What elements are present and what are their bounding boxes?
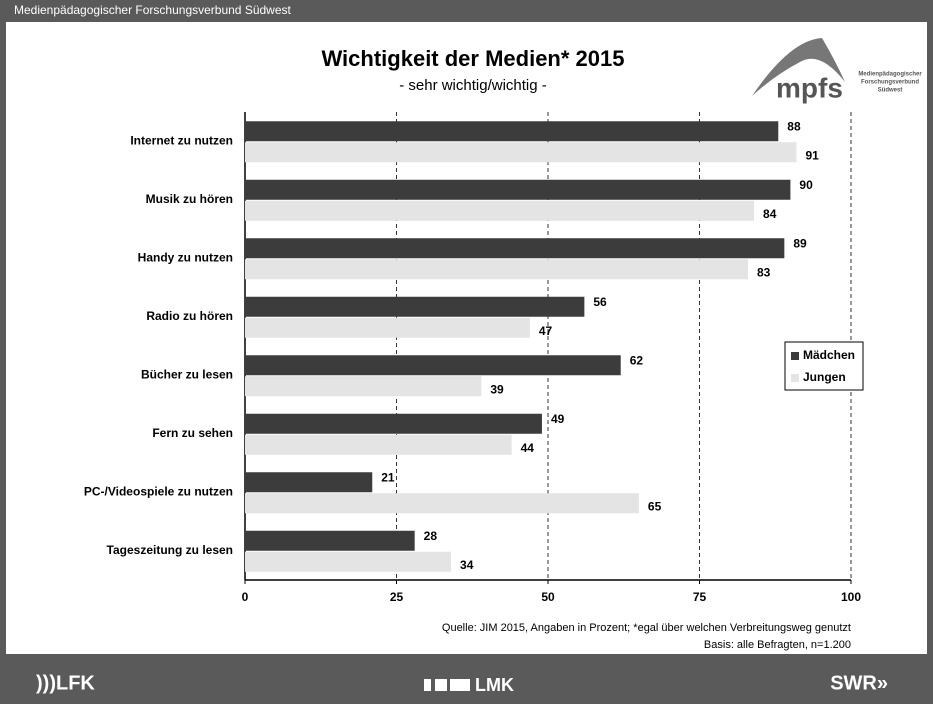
y-tick-label: PC-/Videospiele zu nutzen [84,484,233,498]
y-tick-label: Radio zu hören [146,309,233,323]
bar [245,551,452,572]
bar [245,238,785,259]
data-label: 83 [757,265,771,279]
y-tick-label: Fern zu sehen [152,426,233,440]
y-tick-label: Internet zu nutzen [130,133,233,147]
bar [245,530,415,551]
x-tick-label: 50 [541,590,555,604]
logo-line: Forschungsverbund [861,80,919,86]
data-label: 89 [793,236,807,250]
data-label: 56 [593,295,607,309]
bar [245,317,530,338]
lmk-icon [450,679,470,691]
x-tick-label: 75 [693,590,707,604]
bar [245,376,482,397]
y-tick-label: Tageszeitung zu lesen [107,543,233,557]
logo-line: Südwest [878,88,903,94]
chart-subtitle: - sehr wichtig/wichtig - [399,77,547,94]
source-note: Quelle: JIM 2015, Angaben in Prozent; *e… [442,622,851,634]
header-text: Medienpädagogischer Forschungsverbund Sü… [14,3,292,17]
footer-right: SWR» [830,672,888,694]
legend-label: Jungen [803,370,846,384]
bar [245,142,797,163]
bar [245,121,779,142]
data-label: 88 [787,119,801,133]
bar [245,472,373,493]
y-tick-label: Handy zu nutzen [138,250,233,264]
data-label: 28 [424,529,438,543]
x-tick-label: 100 [841,590,861,604]
data-label: 65 [648,499,662,513]
base-note: Basis: alle Befragten, n=1.200 [704,639,851,651]
x-tick-label: 25 [390,590,404,604]
legend-swatch [791,352,799,360]
bar [245,179,791,200]
bar [245,296,585,317]
footer-left: )))LFK [36,672,95,694]
logo-swoosh [752,38,845,96]
data-label: 39 [490,382,504,396]
bar [245,200,755,221]
footer-center: LMK [475,675,514,695]
data-label: 62 [630,353,644,367]
chart-title: Wichtigkeit der Medien* 2015 [321,46,624,71]
bar [245,493,639,514]
bar [245,413,542,434]
logo-name: mpfs [776,72,843,103]
data-label: 34 [460,558,474,572]
data-label: 84 [763,207,777,221]
lmk-icon [435,679,447,691]
x-tick-label: 0 [242,590,249,604]
bar [245,355,621,376]
y-tick-label: Bücher zu lesen [141,367,233,381]
data-label: 44 [521,441,535,455]
data-label: 90 [799,178,813,192]
lmk-icon [424,679,431,691]
data-label: 49 [551,412,565,426]
legend-label: Mädchen [803,348,855,362]
data-label: 21 [381,470,395,484]
logo-line: Medienpädagogischer [858,72,922,78]
legend-swatch [791,374,799,382]
bar [245,259,748,280]
y-tick-label: Musik zu hören [146,192,233,206]
data-label: 91 [805,148,819,162]
bar [245,434,512,455]
data-label: 47 [539,324,553,338]
